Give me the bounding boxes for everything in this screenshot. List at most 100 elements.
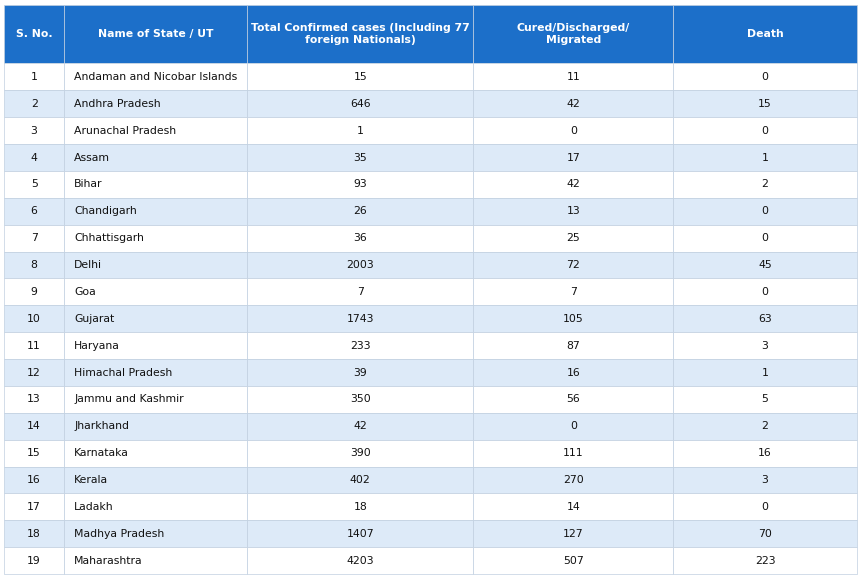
- Text: 1: 1: [762, 152, 769, 163]
- Text: 26: 26: [353, 207, 367, 216]
- Text: 11: 11: [28, 340, 41, 351]
- Bar: [474, 305, 673, 332]
- Bar: [247, 493, 474, 520]
- Bar: [673, 467, 857, 493]
- Bar: [673, 332, 857, 359]
- Text: Maharashtra: Maharashtra: [74, 556, 143, 565]
- Bar: [474, 198, 673, 224]
- Bar: [673, 117, 857, 144]
- Bar: [64, 467, 247, 493]
- Text: 16: 16: [759, 448, 772, 458]
- Text: 56: 56: [567, 395, 580, 404]
- Bar: [64, 63, 247, 91]
- Bar: [474, 386, 673, 413]
- Text: 2: 2: [762, 179, 769, 189]
- Text: S. No.: S. No.: [15, 29, 53, 39]
- Bar: [247, 467, 474, 493]
- Bar: [474, 171, 673, 198]
- Bar: [64, 224, 247, 252]
- Bar: [247, 413, 474, 440]
- Text: 233: 233: [350, 340, 370, 351]
- Text: 402: 402: [350, 475, 370, 485]
- Bar: [673, 198, 857, 224]
- Bar: [673, 252, 857, 279]
- Bar: [247, 547, 474, 574]
- Bar: [64, 279, 247, 305]
- Bar: [4, 386, 64, 413]
- Text: 16: 16: [567, 368, 580, 377]
- Bar: [64, 198, 247, 224]
- Text: 0: 0: [570, 421, 577, 431]
- Text: Ladakh: Ladakh: [74, 502, 114, 512]
- Bar: [474, 520, 673, 547]
- Bar: [673, 547, 857, 574]
- Text: Death: Death: [746, 29, 784, 39]
- Text: 15: 15: [353, 72, 367, 82]
- Text: 14: 14: [567, 502, 580, 512]
- Text: 111: 111: [563, 448, 584, 458]
- Bar: [64, 117, 247, 144]
- Text: Himachal Pradesh: Himachal Pradesh: [74, 368, 172, 377]
- Bar: [673, 413, 857, 440]
- Text: Bihar: Bihar: [74, 179, 102, 189]
- Text: 42: 42: [567, 99, 580, 109]
- Bar: [64, 91, 247, 117]
- Bar: [4, 467, 64, 493]
- Text: Gujarat: Gujarat: [74, 314, 115, 324]
- Text: 35: 35: [353, 152, 367, 163]
- Bar: [64, 332, 247, 359]
- Text: Delhi: Delhi: [74, 260, 102, 270]
- Bar: [247, 171, 474, 198]
- Text: 6: 6: [31, 207, 38, 216]
- Bar: [247, 224, 474, 252]
- Text: 8: 8: [31, 260, 38, 270]
- Text: 10: 10: [28, 314, 41, 324]
- Bar: [247, 440, 474, 467]
- Bar: [673, 144, 857, 171]
- Text: Goa: Goa: [74, 287, 96, 297]
- Text: 0: 0: [762, 126, 769, 136]
- Bar: [673, 5, 857, 63]
- Text: 18: 18: [28, 529, 41, 539]
- Text: Chandigarh: Chandigarh: [74, 207, 137, 216]
- Bar: [673, 279, 857, 305]
- Text: 15: 15: [759, 99, 772, 109]
- Text: 15: 15: [28, 448, 41, 458]
- Bar: [64, 144, 247, 171]
- Text: 87: 87: [567, 340, 580, 351]
- Bar: [673, 520, 857, 547]
- Text: 5: 5: [31, 179, 38, 189]
- Text: 0: 0: [762, 233, 769, 243]
- Bar: [474, 467, 673, 493]
- Bar: [64, 440, 247, 467]
- Bar: [4, 5, 64, 63]
- Bar: [64, 359, 247, 386]
- Bar: [4, 413, 64, 440]
- Text: 223: 223: [755, 556, 776, 565]
- Text: Jammu and Kashmir: Jammu and Kashmir: [74, 395, 184, 404]
- Bar: [4, 547, 64, 574]
- Bar: [247, 305, 474, 332]
- Bar: [474, 493, 673, 520]
- Text: 4: 4: [31, 152, 38, 163]
- Text: 0: 0: [570, 126, 577, 136]
- Bar: [247, 5, 474, 63]
- Bar: [474, 91, 673, 117]
- Text: 127: 127: [563, 529, 584, 539]
- Text: 9: 9: [31, 287, 38, 297]
- Text: 0: 0: [762, 502, 769, 512]
- Bar: [474, 224, 673, 252]
- Text: 1743: 1743: [346, 314, 374, 324]
- Text: 2003: 2003: [346, 260, 374, 270]
- Bar: [4, 117, 64, 144]
- Bar: [4, 332, 64, 359]
- Text: 17: 17: [28, 502, 41, 512]
- Bar: [4, 279, 64, 305]
- Text: 3: 3: [762, 475, 769, 485]
- Text: Andaman and Nicobar Islands: Andaman and Nicobar Islands: [74, 72, 238, 82]
- Text: 39: 39: [353, 368, 367, 377]
- Bar: [4, 171, 64, 198]
- Bar: [64, 413, 247, 440]
- Text: 2: 2: [31, 99, 38, 109]
- Bar: [474, 279, 673, 305]
